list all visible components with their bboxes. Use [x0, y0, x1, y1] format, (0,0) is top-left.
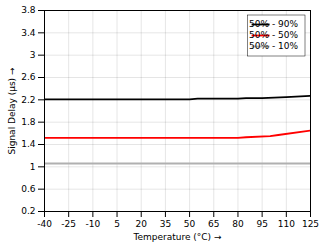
svg-text:50% - 10%: 50% - 10% — [249, 41, 298, 51]
svg-text:2.6: 2.6 — [21, 72, 36, 82]
svg-text:50: 50 — [184, 219, 196, 229]
svg-text:20: 20 — [136, 219, 148, 229]
svg-text:35: 35 — [160, 219, 171, 229]
svg-text:Temperature (°C) →: Temperature (°C) → — [132, 232, 222, 242]
svg-text:50% - 50%: 50% - 50% — [249, 30, 298, 40]
svg-text:-10: -10 — [86, 219, 101, 229]
svg-text:50% - 90%: 50% - 90% — [249, 19, 298, 29]
svg-text:125: 125 — [302, 219, 319, 229]
svg-text:65: 65 — [208, 219, 219, 229]
svg-text:-40: -40 — [37, 219, 52, 229]
svg-text:2.2: 2.2 — [21, 95, 35, 105]
svg-text:Signal Delay (μs) →: Signal Delay (μs) → — [7, 67, 17, 154]
svg-text:110: 110 — [278, 219, 295, 229]
svg-text:1.4: 1.4 — [21, 139, 36, 149]
svg-text:3.8: 3.8 — [21, 5, 36, 15]
svg-text:1.8: 1.8 — [21, 117, 36, 127]
svg-text:-25: -25 — [61, 219, 76, 229]
svg-text:3.4: 3.4 — [21, 28, 36, 38]
svg-text:1: 1 — [30, 162, 36, 172]
svg-text:0.6: 0.6 — [21, 184, 36, 194]
svg-text:5: 5 — [114, 219, 120, 229]
svg-text:80: 80 — [232, 219, 244, 229]
svg-text:95: 95 — [256, 219, 267, 229]
svg-text:0.2: 0.2 — [21, 206, 35, 216]
svg-text:3: 3 — [30, 50, 36, 60]
